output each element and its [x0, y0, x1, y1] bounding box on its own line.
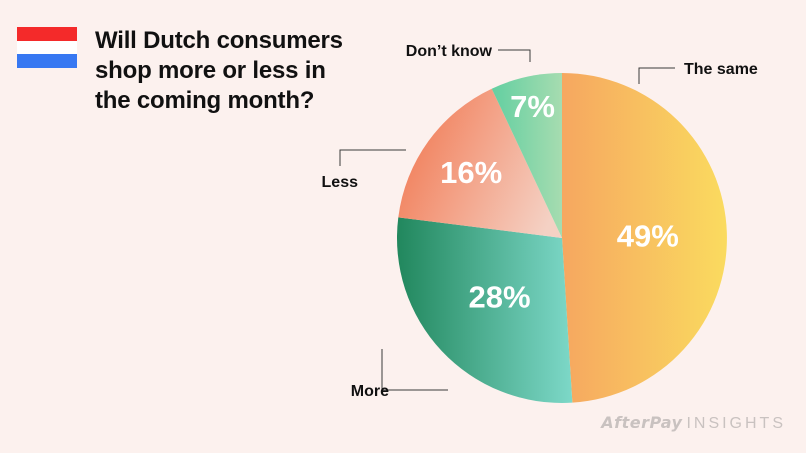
netherlands-flag-icon	[17, 27, 77, 68]
slice-value-label: 7%	[510, 89, 555, 124]
slice-category-label: Don’t know	[406, 43, 493, 60]
leader-line	[498, 49, 531, 62]
slice-value-label: 16%	[440, 155, 502, 190]
chart-title-line-1: Will Dutch consumers	[95, 27, 343, 54]
leader-line	[339, 149, 406, 166]
watermark-brand: AfterPay	[601, 413, 683, 432]
leader-line	[381, 349, 448, 391]
pie-slice-3	[398, 88, 562, 238]
flag-stripe-red	[17, 27, 77, 41]
chart-title-line-3: the coming month?	[95, 87, 315, 114]
flag-stripe-blue	[17, 54, 77, 68]
slice-category-label: Less	[322, 174, 359, 191]
afterpay-insights-watermark: AfterPay INSIGHTS	[601, 413, 786, 433]
slice-value-label: 28%	[468, 280, 530, 315]
chart-title-line-2: shop more or less in	[95, 57, 326, 84]
slice-labels: 49% The same 28% More 16% Less 7% Don’t know	[322, 43, 758, 400]
slice-category-label: More	[351, 383, 389, 400]
slice-value-label: 49%	[617, 218, 679, 253]
slice-category-label: The same	[684, 61, 758, 78]
leader-lines	[339, 49, 675, 391]
pie-slice-2	[396, 217, 573, 403]
leader-line	[638, 67, 675, 84]
flag-stripe-white	[17, 40, 77, 55]
watermark-suffix: INSIGHTS	[686, 415, 786, 432]
chart-title: Will Dutch consumers shop more or less i…	[95, 26, 385, 116]
pie-slice-1	[562, 73, 727, 403]
pie-slices	[396, 73, 727, 403]
pie-slice-4	[491, 73, 562, 238]
